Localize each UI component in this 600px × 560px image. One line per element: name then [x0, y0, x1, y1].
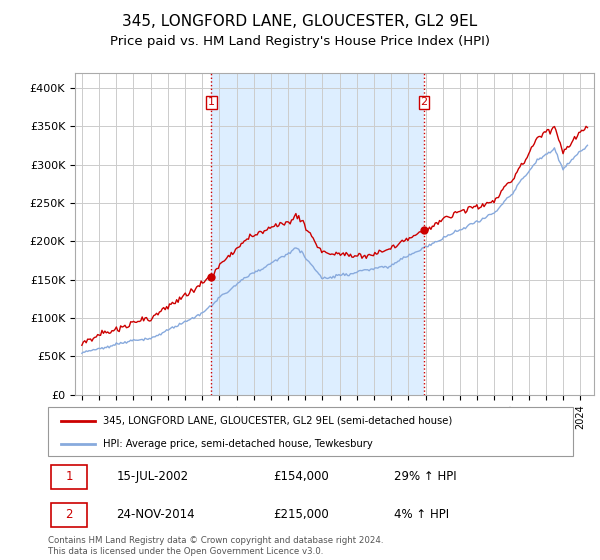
Bar — [211, 73, 424, 395]
Text: 15-JUL-2002: 15-JUL-2002 — [116, 470, 188, 483]
FancyBboxPatch shape — [48, 407, 573, 456]
Text: 4% ↑ HPI: 4% ↑ HPI — [395, 508, 449, 521]
Text: 1: 1 — [208, 97, 215, 108]
Text: 2: 2 — [65, 508, 73, 521]
Text: 2: 2 — [420, 97, 427, 108]
Text: £154,000: £154,000 — [274, 470, 329, 483]
Text: Contains HM Land Registry data © Crown copyright and database right 2024.
This d: Contains HM Land Registry data © Crown c… — [48, 536, 383, 556]
Text: Price paid vs. HM Land Registry's House Price Index (HPI): Price paid vs. HM Land Registry's House … — [110, 35, 490, 48]
FancyBboxPatch shape — [50, 465, 88, 489]
Text: 24-NOV-2014: 24-NOV-2014 — [116, 508, 195, 521]
Text: 1: 1 — [65, 470, 73, 483]
FancyBboxPatch shape — [50, 503, 88, 526]
Text: 29% ↑ HPI: 29% ↑ HPI — [395, 470, 457, 483]
Text: 345, LONGFORD LANE, GLOUCESTER, GL2 9EL (semi-detached house): 345, LONGFORD LANE, GLOUCESTER, GL2 9EL … — [103, 416, 452, 426]
Text: £215,000: £215,000 — [274, 508, 329, 521]
Text: 345, LONGFORD LANE, GLOUCESTER, GL2 9EL: 345, LONGFORD LANE, GLOUCESTER, GL2 9EL — [122, 14, 478, 29]
Text: HPI: Average price, semi-detached house, Tewkesbury: HPI: Average price, semi-detached house,… — [103, 438, 373, 449]
